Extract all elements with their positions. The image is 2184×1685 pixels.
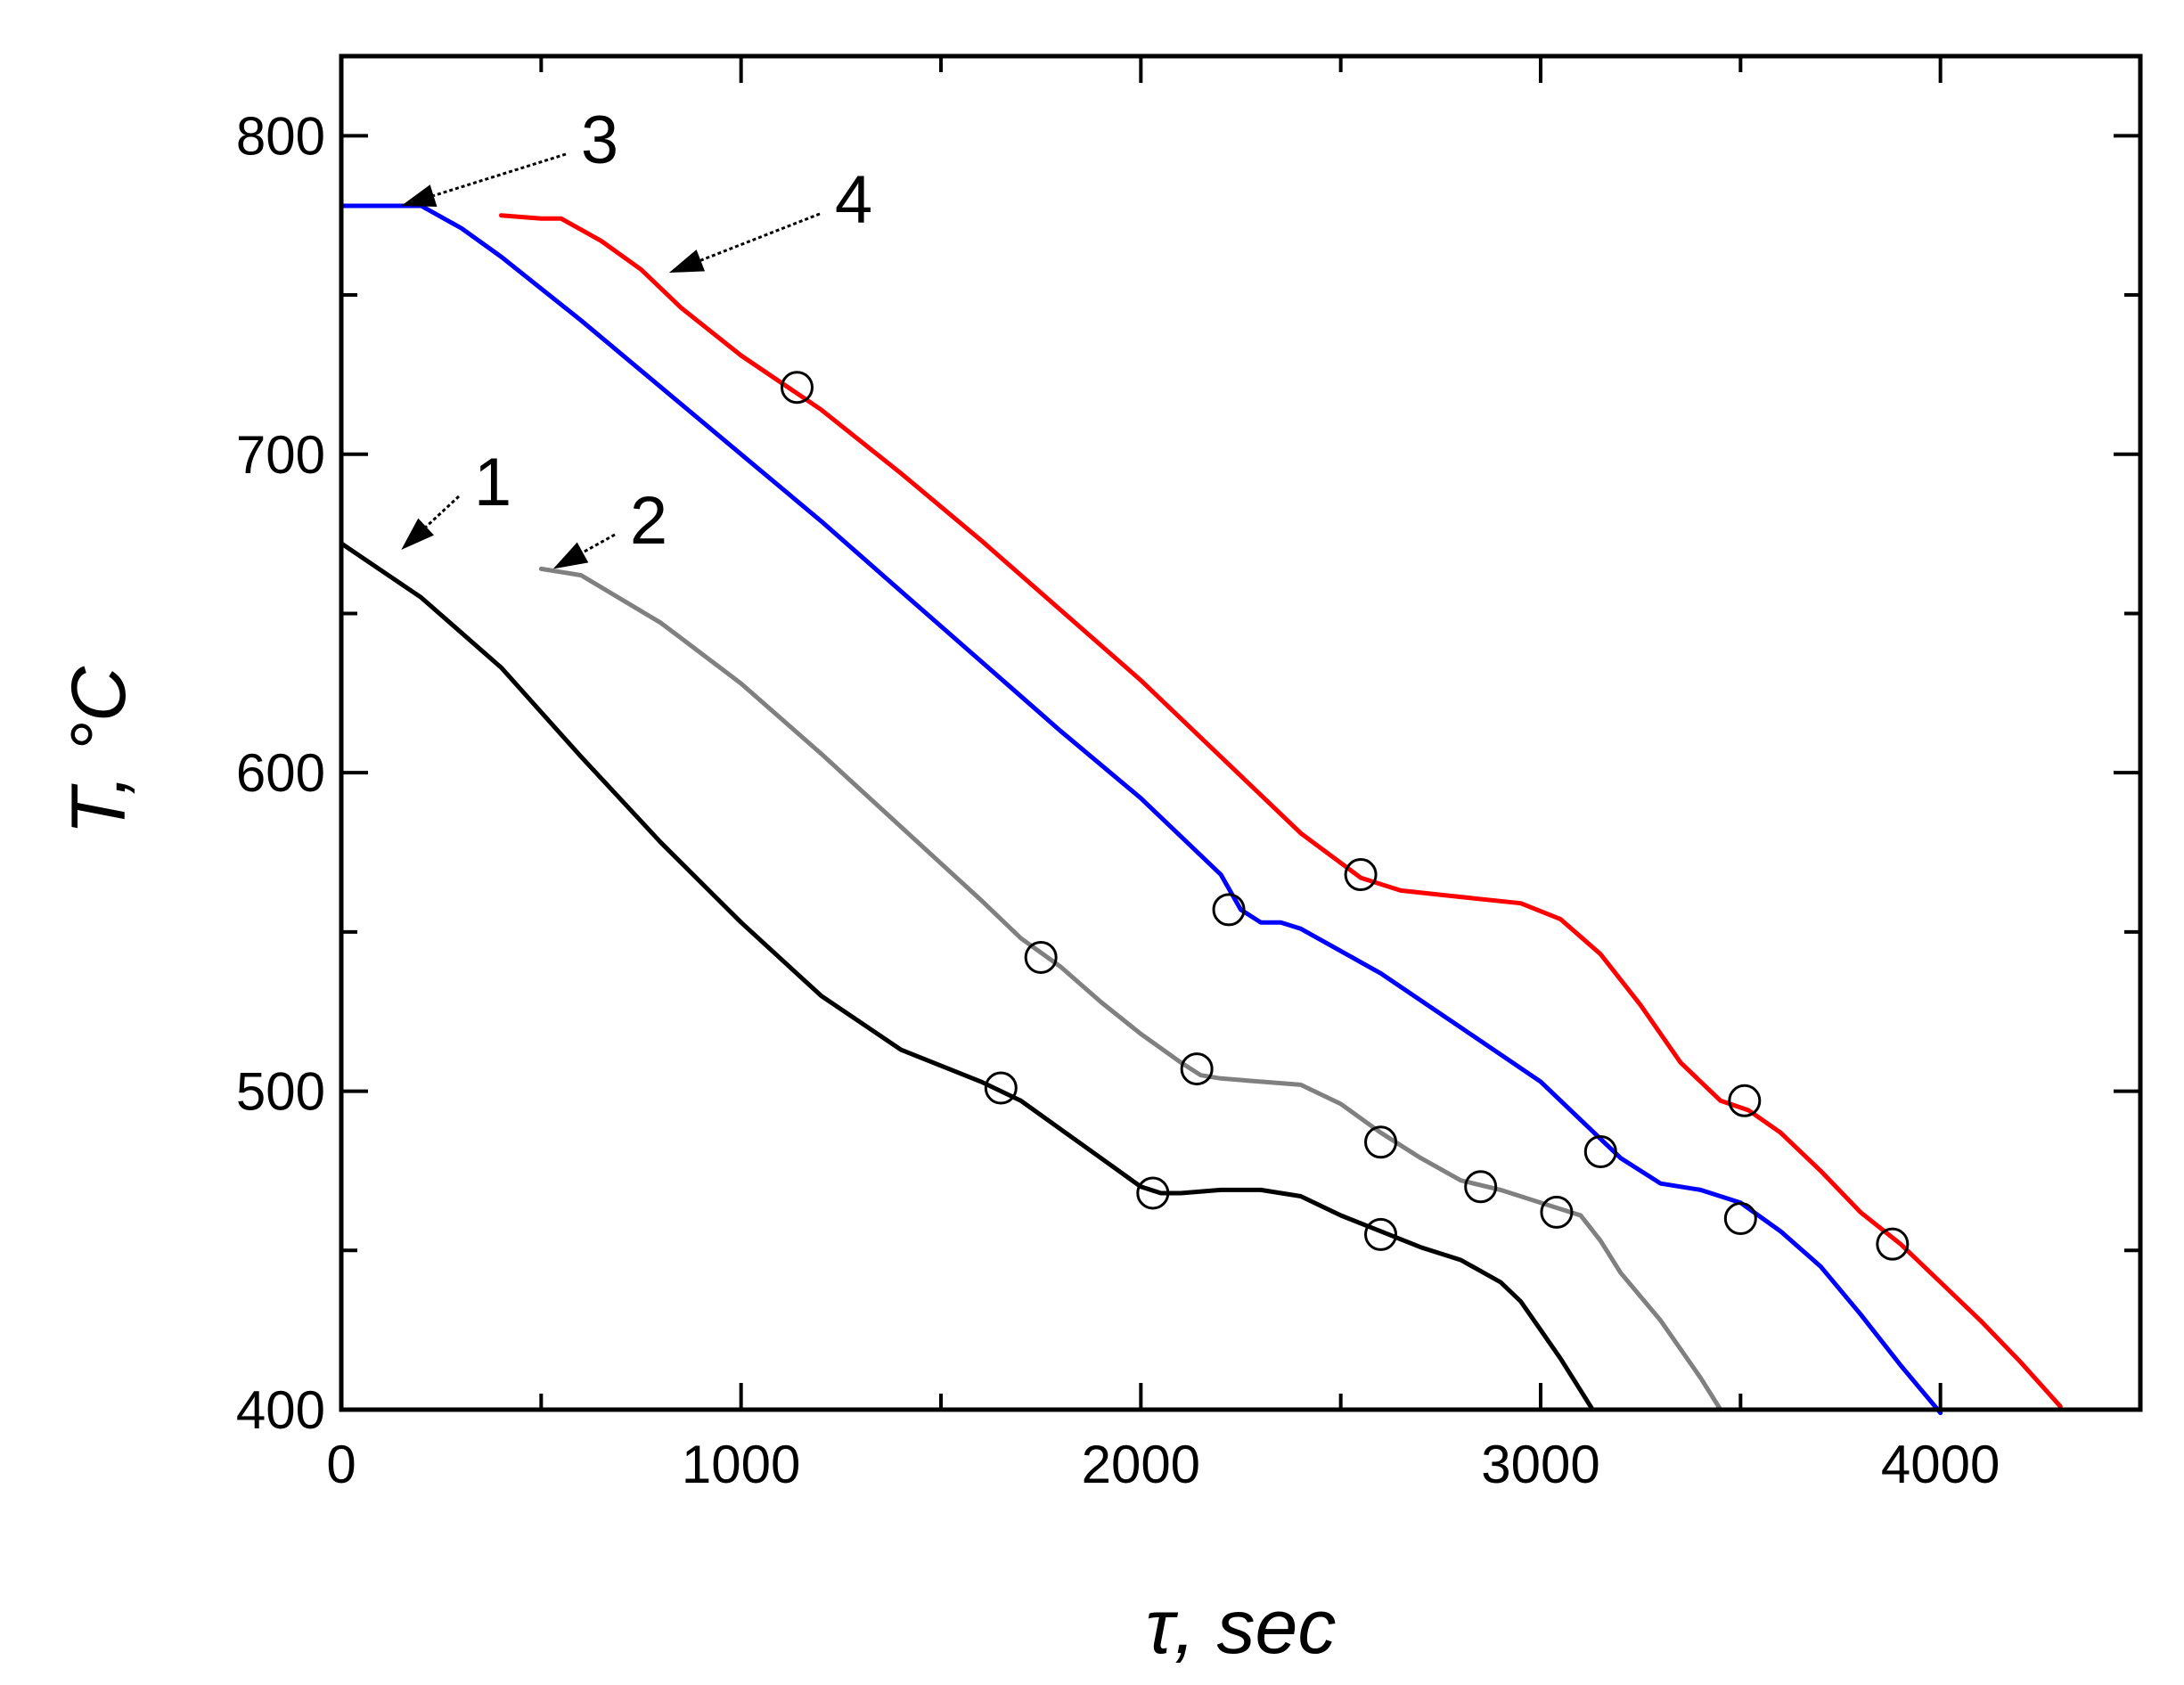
x-tick-label: 3000 — [1481, 1435, 1599, 1494]
plot-frame — [339, 53, 2143, 1412]
data-point-marker — [1364, 1125, 1398, 1159]
x-tick-label: 0 — [326, 1435, 356, 1494]
data-point-marker — [1540, 1195, 1574, 1229]
annotation-arrow-line — [699, 212, 821, 262]
data-point-marker — [1180, 1052, 1214, 1086]
data-point-marker — [1212, 893, 1246, 927]
series-line-1 — [339, 541, 1595, 1412]
series-line-2 — [538, 566, 1723, 1412]
data-point-marker — [1464, 1170, 1498, 1204]
curve-label-4: 4 — [835, 162, 872, 238]
data-point-marker — [1583, 1134, 1617, 1168]
data-point-marker — [984, 1071, 1018, 1105]
curve-label-3: 3 — [581, 102, 618, 178]
y-axis-label: T, °C — [56, 666, 142, 835]
ticks-layer: 0 1000 2000 3000 4000 400 500 600 700 800 — [236, 56, 2142, 1494]
series-line-4 — [499, 213, 2063, 1409]
annotation-arrow-line — [433, 152, 567, 198]
data-point-marker — [1723, 1202, 1757, 1236]
y-tick-label: 500 — [236, 1062, 325, 1122]
markers-layer — [780, 371, 1910, 1261]
y-tick-label: 700 — [236, 425, 325, 485]
data-point-marker — [1364, 1217, 1398, 1251]
annotation-arrow-head — [401, 184, 438, 208]
annotation-arrow-head — [401, 518, 435, 550]
x-tick-label: 2000 — [1082, 1435, 1200, 1494]
data-point-marker — [1728, 1084, 1762, 1117]
annotation-arrow-head — [552, 542, 589, 569]
data-point-marker — [1024, 940, 1058, 974]
series-layer — [339, 203, 2063, 1416]
curve-label-2: 2 — [630, 483, 667, 559]
x-tick-label: 1000 — [682, 1435, 800, 1494]
y-tick-label: 800 — [236, 106, 325, 166]
annotations-layer: 1 2 3 4 — [401, 102, 872, 569]
y-tick-label: 600 — [236, 743, 325, 803]
annotation-arrow-line — [425, 495, 461, 528]
x-tick-label: 4000 — [1881, 1435, 2000, 1494]
data-point-marker — [780, 371, 814, 405]
data-point-marker — [1136, 1176, 1170, 1210]
data-point-marker — [1344, 858, 1378, 892]
curve-label-1: 1 — [474, 445, 511, 520]
data-point-marker — [1876, 1227, 1910, 1261]
x-axis-label: τ, sec — [1146, 1584, 1337, 1670]
annotation-arrow-head — [668, 249, 706, 274]
y-tick-label: 400 — [236, 1380, 325, 1440]
